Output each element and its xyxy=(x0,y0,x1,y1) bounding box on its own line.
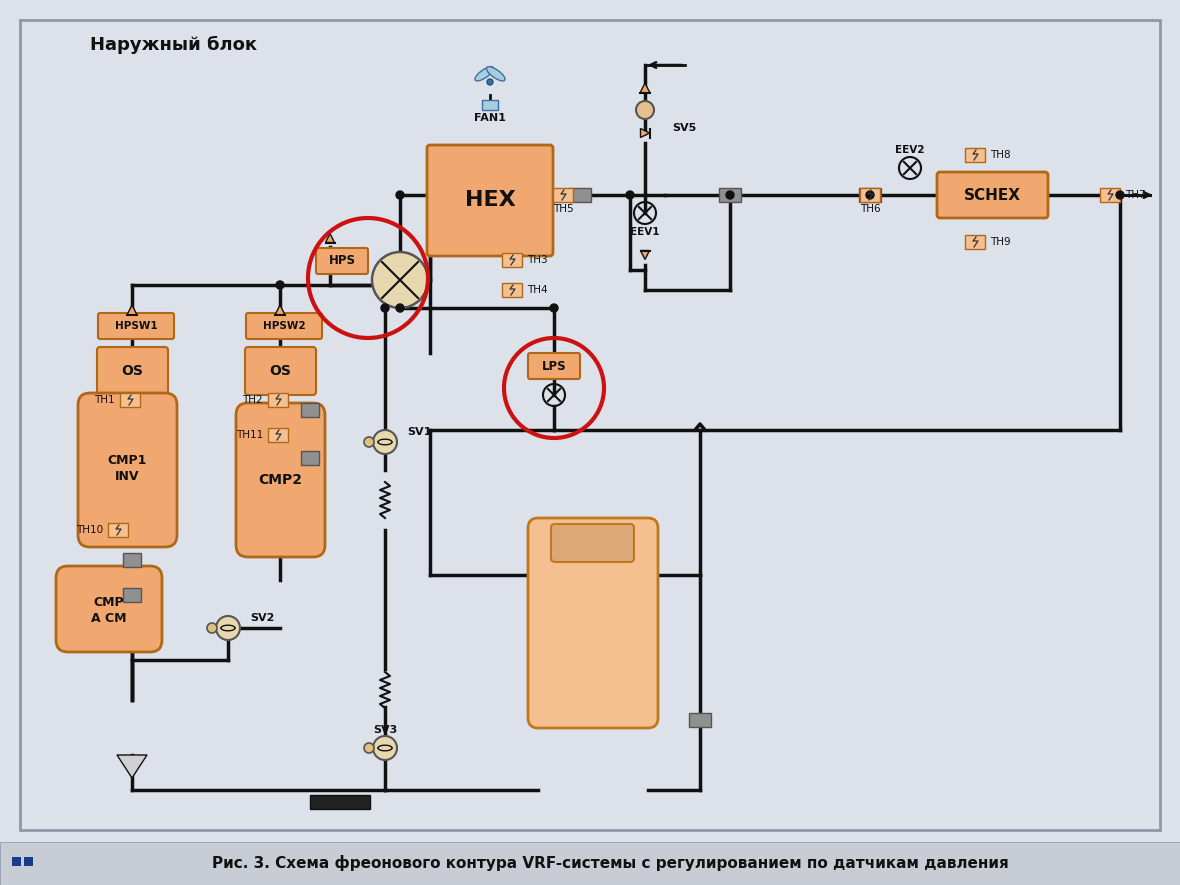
Bar xyxy=(268,428,288,442)
Bar xyxy=(689,713,712,727)
Text: SV5: SV5 xyxy=(671,123,696,133)
Text: HPS: HPS xyxy=(328,255,355,267)
Bar xyxy=(268,393,288,407)
FancyBboxPatch shape xyxy=(316,248,368,274)
Circle shape xyxy=(206,623,217,633)
Text: SV3: SV3 xyxy=(373,725,398,735)
Text: EEV1: EEV1 xyxy=(630,227,660,237)
Polygon shape xyxy=(275,305,286,315)
Text: TH3: TH3 xyxy=(527,255,548,265)
Polygon shape xyxy=(641,250,649,259)
FancyBboxPatch shape xyxy=(245,313,322,339)
Circle shape xyxy=(487,79,493,85)
Bar xyxy=(301,451,319,465)
FancyBboxPatch shape xyxy=(245,347,316,395)
Circle shape xyxy=(396,304,404,312)
Circle shape xyxy=(636,101,654,119)
Bar xyxy=(12,857,21,866)
Text: HPSW2: HPSW2 xyxy=(263,321,306,331)
FancyBboxPatch shape xyxy=(55,566,162,652)
Circle shape xyxy=(726,191,734,199)
Text: FAN1: FAN1 xyxy=(474,113,506,123)
Text: EEV2: EEV2 xyxy=(896,145,925,155)
Text: OS: OS xyxy=(269,364,291,378)
Circle shape xyxy=(627,191,634,199)
Bar xyxy=(1100,188,1120,202)
Ellipse shape xyxy=(476,66,493,81)
FancyBboxPatch shape xyxy=(937,172,1048,218)
Text: TH8: TH8 xyxy=(990,150,1010,160)
FancyBboxPatch shape xyxy=(527,518,658,728)
Text: Наружный блок: Наружный блок xyxy=(90,36,257,54)
Bar xyxy=(965,148,985,162)
Polygon shape xyxy=(127,305,137,315)
FancyBboxPatch shape xyxy=(427,145,553,256)
FancyBboxPatch shape xyxy=(236,403,324,557)
Text: CMP: CMP xyxy=(93,596,124,609)
Bar xyxy=(502,283,522,297)
Bar xyxy=(24,857,33,866)
FancyBboxPatch shape xyxy=(551,524,634,562)
Polygon shape xyxy=(640,83,650,93)
Circle shape xyxy=(372,252,428,308)
Circle shape xyxy=(363,743,374,753)
Text: TH2: TH2 xyxy=(242,395,263,405)
Bar xyxy=(109,523,127,537)
Text: TH4: TH4 xyxy=(527,285,548,295)
Text: TH7: TH7 xyxy=(1125,190,1146,200)
Text: INV: INV xyxy=(114,470,139,482)
Text: TH1: TH1 xyxy=(94,395,114,405)
Circle shape xyxy=(550,304,558,312)
Text: OS: OS xyxy=(122,364,143,378)
Polygon shape xyxy=(117,755,148,778)
Circle shape xyxy=(866,191,874,199)
Bar xyxy=(860,188,880,202)
Circle shape xyxy=(1116,191,1125,199)
Text: SV2: SV2 xyxy=(250,613,275,623)
FancyBboxPatch shape xyxy=(78,393,177,547)
Bar xyxy=(859,188,881,202)
Text: TH11: TH11 xyxy=(236,430,263,440)
Circle shape xyxy=(381,304,389,312)
Bar xyxy=(502,253,522,267)
Circle shape xyxy=(373,430,396,454)
Text: SCHEX: SCHEX xyxy=(964,188,1021,203)
FancyBboxPatch shape xyxy=(527,353,581,379)
Bar xyxy=(123,553,140,567)
Text: SV1: SV1 xyxy=(407,427,432,437)
Circle shape xyxy=(373,736,396,760)
Text: LPS: LPS xyxy=(542,359,566,373)
Text: CMP2: CMP2 xyxy=(258,473,302,487)
Polygon shape xyxy=(641,128,649,137)
Circle shape xyxy=(276,281,284,289)
Text: TH5: TH5 xyxy=(552,204,573,214)
FancyBboxPatch shape xyxy=(97,347,168,395)
Circle shape xyxy=(363,437,374,447)
Bar xyxy=(569,188,591,202)
Text: TH10: TH10 xyxy=(76,525,103,535)
Text: Рис. 3. Схема фреонового контура VRF-системы с регулированием по датчикам давлен: Рис. 3. Схема фреонового контура VRF-сис… xyxy=(211,855,1009,871)
Bar xyxy=(0,842,1180,885)
Text: HEX: HEX xyxy=(465,190,516,211)
Bar xyxy=(120,393,140,407)
Bar xyxy=(965,235,985,249)
Ellipse shape xyxy=(486,66,505,81)
Text: HPSW1: HPSW1 xyxy=(114,321,157,331)
Circle shape xyxy=(216,616,240,640)
Bar xyxy=(719,188,741,202)
Bar xyxy=(123,588,140,602)
FancyBboxPatch shape xyxy=(98,313,173,339)
Bar xyxy=(481,100,498,110)
Bar xyxy=(301,403,319,417)
Text: TH9: TH9 xyxy=(990,237,1010,247)
Text: TH6: TH6 xyxy=(860,204,880,214)
Bar xyxy=(553,188,573,202)
Bar xyxy=(310,795,371,809)
Circle shape xyxy=(396,191,404,199)
Polygon shape xyxy=(326,234,334,242)
Text: CMP1: CMP1 xyxy=(107,453,146,466)
Text: A CM: A CM xyxy=(91,612,126,625)
